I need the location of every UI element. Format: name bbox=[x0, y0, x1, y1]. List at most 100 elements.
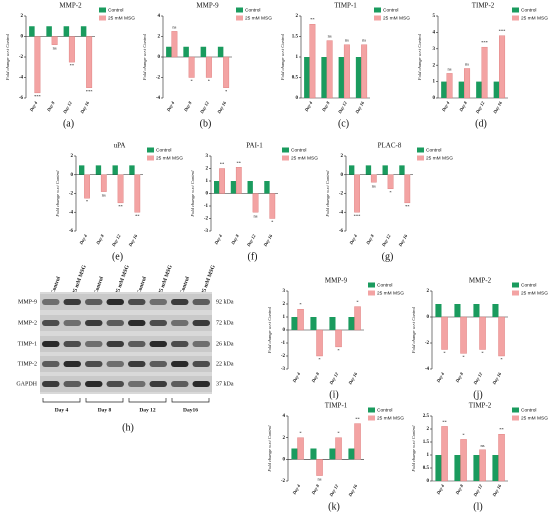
band bbox=[63, 299, 81, 305]
bar bbox=[479, 316, 486, 350]
band bbox=[149, 381, 167, 387]
blot-strip bbox=[40, 315, 212, 331]
x-tick-label: Day 4 bbox=[435, 483, 446, 496]
y-tick-label: -2 bbox=[281, 354, 286, 359]
bar bbox=[316, 329, 323, 357]
x-tick-label: Day 16 bbox=[354, 100, 366, 115]
bar bbox=[291, 317, 298, 330]
protein-label: GAPDH bbox=[16, 381, 37, 387]
legend-swatch bbox=[368, 407, 375, 413]
x-tick-label: Day 12 bbox=[328, 371, 340, 386]
band bbox=[42, 341, 60, 347]
bar bbox=[86, 36, 93, 88]
panel-label: (h) bbox=[122, 422, 134, 433]
band bbox=[42, 320, 60, 326]
significance: ** bbox=[70, 63, 75, 68]
significance: * bbox=[299, 431, 302, 436]
significance: * bbox=[481, 351, 484, 356]
chart-title: MMP-2 bbox=[469, 277, 492, 285]
x-tick-label: Day 4 bbox=[213, 233, 224, 246]
bar bbox=[446, 73, 453, 99]
legend-label: 25 mM MSG bbox=[377, 415, 404, 421]
y-tick-label: -2 bbox=[19, 55, 24, 60]
bar bbox=[435, 455, 442, 481]
y-tick-label: -2 bbox=[204, 217, 209, 222]
bar bbox=[329, 317, 336, 330]
y-tick-label: 0.5 bbox=[423, 466, 430, 471]
legend-label: Control bbox=[521, 407, 536, 413]
y-tick-label: 2 bbox=[283, 302, 286, 307]
y-tick-label: 2 bbox=[21, 14, 24, 19]
band bbox=[85, 341, 103, 347]
y-tick-label: 0 bbox=[296, 96, 299, 101]
bar bbox=[361, 44, 368, 99]
legend-swatch bbox=[282, 147, 289, 153]
legend-swatch bbox=[417, 147, 424, 153]
bar bbox=[297, 309, 304, 331]
band bbox=[192, 341, 210, 347]
legend-label: 25 mM MSG bbox=[521, 290, 548, 296]
y-tick-label: -6 bbox=[19, 96, 24, 101]
y-tick-label: 2 bbox=[71, 154, 74, 159]
significance: ** bbox=[118, 204, 123, 209]
blot-strip bbox=[40, 294, 212, 310]
bar bbox=[329, 448, 336, 460]
legend-label: 25 mM MSG bbox=[291, 155, 318, 161]
legend-swatch bbox=[282, 155, 289, 161]
bar bbox=[441, 426, 448, 482]
legend-label: 25 mM MSG bbox=[426, 155, 453, 161]
legend-label: Control bbox=[377, 407, 392, 413]
x-tick-label: Day 8 bbox=[310, 371, 321, 384]
y-tick-label: 3 bbox=[433, 47, 436, 52]
y-tick-label: -2 bbox=[339, 192, 344, 197]
band bbox=[192, 361, 210, 367]
legend-swatch bbox=[512, 7, 519, 13]
bar bbox=[68, 36, 75, 63]
significance: ns bbox=[448, 66, 452, 71]
chart-title: PAI-1 bbox=[246, 142, 263, 150]
bar bbox=[326, 40, 333, 99]
bar bbox=[493, 81, 500, 98]
bar bbox=[498, 434, 505, 482]
significance: * bbox=[389, 190, 392, 195]
size-label: 22 kDa bbox=[216, 361, 234, 367]
chart-title: TIMP-1 bbox=[325, 402, 348, 410]
bar bbox=[382, 165, 388, 175]
y-axis-label: Fold change w.r.t Control bbox=[55, 170, 60, 218]
day-label: Day 8 bbox=[98, 407, 112, 413]
chart-title: TIMP-1 bbox=[334, 2, 357, 10]
legend-label: Control bbox=[156, 147, 171, 153]
bar bbox=[34, 36, 41, 94]
band bbox=[128, 341, 146, 347]
band bbox=[106, 320, 124, 326]
chart-title: MMP-9 bbox=[196, 2, 219, 10]
panel-label: (j) bbox=[473, 389, 482, 400]
significance: * bbox=[462, 432, 465, 437]
y-axis-label: Fold change w.r.t Control bbox=[417, 33, 422, 81]
x-tick-label: Day 8 bbox=[458, 100, 469, 113]
significance: * bbox=[191, 79, 194, 84]
protein-label: TIMP-2 bbox=[18, 361, 37, 367]
significance: ns bbox=[318, 477, 322, 482]
y-tick-label: -4 bbox=[19, 76, 24, 81]
chart-title: TIMP-2 bbox=[472, 2, 495, 10]
y-tick-label: 3 bbox=[206, 154, 209, 159]
x-tick-label: Day 12 bbox=[472, 483, 484, 498]
bar bbox=[492, 455, 499, 481]
band bbox=[63, 381, 81, 387]
y-tick-label: -2 bbox=[156, 76, 161, 81]
y-tick-label: 4 bbox=[433, 31, 436, 36]
y-tick-label: -3 bbox=[204, 229, 209, 234]
bar bbox=[473, 455, 480, 481]
band bbox=[85, 381, 103, 387]
significance: * bbox=[208, 79, 211, 84]
size-label: 37 kDa bbox=[216, 381, 234, 387]
bar bbox=[365, 165, 372, 175]
y-axis-label: Fold change w.r.t Control bbox=[325, 170, 330, 218]
x-tick-label: Day 12 bbox=[328, 483, 340, 498]
y-tick-label: 1 bbox=[296, 55, 299, 60]
bar bbox=[387, 174, 394, 190]
legend-swatch bbox=[512, 15, 519, 21]
bar bbox=[473, 304, 480, 317]
y-tick-label: -6 bbox=[69, 229, 74, 234]
